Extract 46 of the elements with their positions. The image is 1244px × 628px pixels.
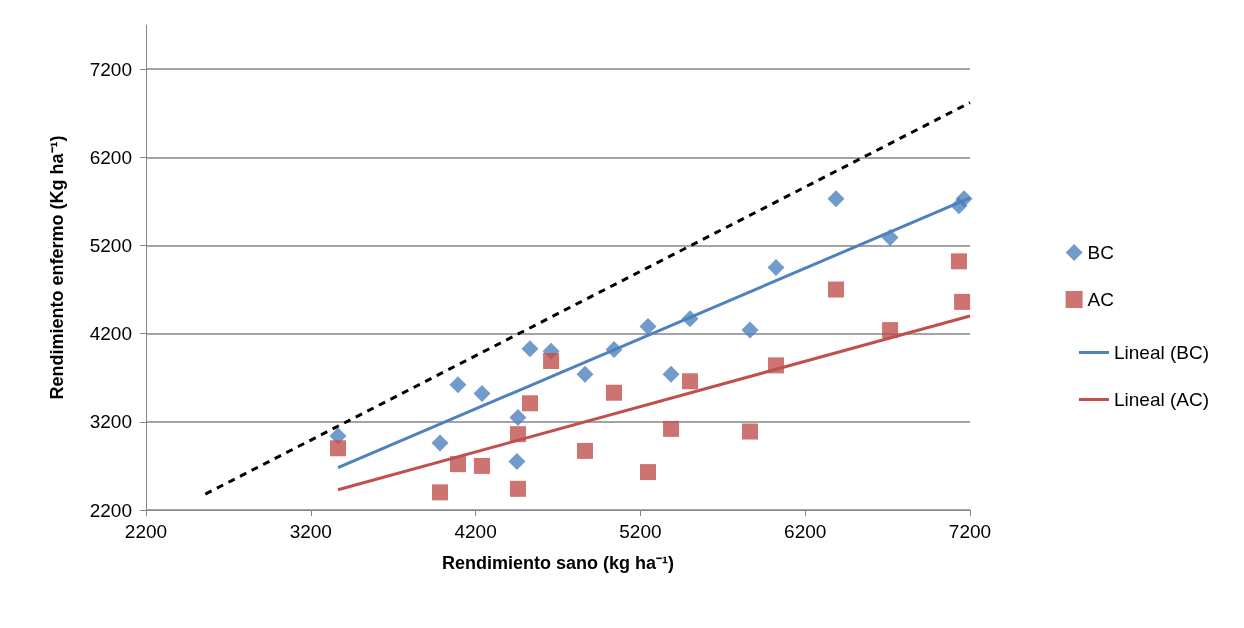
y-tick-label: 3200	[89, 411, 132, 433]
y-tick-label: 6200	[89, 146, 132, 168]
point	[741, 321, 759, 339]
point	[639, 464, 656, 481]
point	[662, 365, 680, 383]
point	[639, 318, 657, 336]
x-tick-label: 4200	[454, 521, 497, 542]
legend-label: Lineal (BC)	[1113, 342, 1210, 363]
point	[577, 442, 594, 459]
x-tick-label: 2200	[124, 521, 168, 542]
point	[521, 395, 538, 412]
point	[682, 373, 698, 390]
x-axis-title: Rendimiento sano (kg ha⁻¹)	[441, 553, 675, 573]
point	[828, 281, 845, 298]
legend-label: AC	[1087, 289, 1115, 310]
point	[741, 423, 758, 440]
x-tick-label: 5200	[619, 521, 662, 542]
point	[329, 440, 346, 457]
legend-label: BC	[1087, 242, 1115, 263]
point	[663, 420, 680, 437]
point	[509, 480, 526, 497]
point	[474, 457, 491, 474]
point	[521, 340, 539, 358]
point	[827, 190, 845, 208]
point	[950, 253, 967, 270]
point	[431, 434, 449, 452]
point	[449, 376, 467, 394]
point	[543, 352, 560, 369]
point	[473, 385, 491, 403]
y-tick-label: 7200	[89, 58, 132, 80]
y-tick-label: 2200	[89, 499, 132, 521]
point	[606, 384, 623, 401]
x-tick-label: 3200	[289, 521, 332, 542]
legend-label: Lineal (AC)	[1113, 389, 1210, 410]
point	[509, 408, 527, 426]
y-axis-title: Rendimiento enfermo (Kg ha⁻¹)	[47, 135, 67, 400]
y-tick-label: 4200	[89, 323, 132, 345]
x-tick-label: 7200	[948, 521, 992, 542]
point	[954, 293, 971, 310]
point	[767, 259, 785, 276]
point	[882, 322, 899, 339]
point	[576, 365, 594, 383]
x-tick-label: 6200	[784, 521, 827, 542]
point	[508, 453, 526, 470]
point	[432, 484, 448, 501]
y-tick-label: 5200	[89, 234, 132, 256]
